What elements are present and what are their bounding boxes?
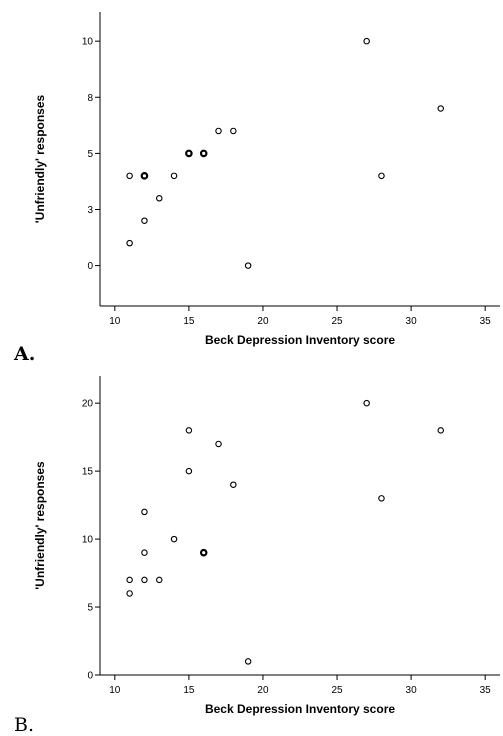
x-tick-label: 25	[331, 685, 343, 696]
data-point	[126, 172, 133, 180]
panel-label: B.	[14, 714, 34, 736]
x-tick-label: 15	[183, 685, 195, 696]
y-tick-label: 10	[82, 37, 94, 48]
data-point	[156, 576, 163, 584]
panel-b: 10 15 20 25 30 35 0 5 10 15 20 Beck Depression Inve…	[14, 376, 500, 736]
x-tick-label: 15	[183, 316, 195, 327]
data-point	[170, 172, 178, 180]
y-tick-label: 3	[87, 205, 93, 216]
data-point	[437, 105, 444, 112]
data-point	[141, 217, 148, 224]
data-point	[141, 549, 148, 556]
data-point	[199, 548, 208, 557]
data-point	[378, 495, 385, 502]
x-tick-label: 10	[109, 316, 121, 327]
y-tick-label: 0	[87, 261, 93, 272]
data-point	[185, 467, 193, 475]
x-axis-label: Beck Depression Inventory score	[205, 333, 395, 347]
data-point	[215, 440, 222, 448]
data-point	[363, 37, 370, 45]
data-point	[170, 535, 178, 543]
data-point	[126, 239, 133, 247]
data-point	[156, 195, 163, 202]
x-tick-label: 20	[257, 316, 269, 327]
x-tick-label: 10	[109, 685, 121, 696]
y-tick-label: 20	[82, 399, 94, 410]
data-point	[185, 149, 193, 158]
y-tick-label: 0	[87, 671, 93, 682]
y-tick-label: 5	[87, 603, 93, 614]
panel-label: A.	[13, 343, 35, 365]
data-point	[141, 576, 148, 584]
y-tick-label: 8	[87, 93, 93, 104]
data-point	[363, 399, 370, 407]
x-tick-label: 30	[406, 685, 418, 696]
y-tick-label: 15	[82, 467, 94, 478]
data-point	[185, 427, 193, 434]
data-point	[126, 590, 133, 597]
data-point	[199, 149, 208, 158]
data-point	[378, 172, 385, 180]
data-point	[244, 658, 252, 665]
data-point	[126, 576, 133, 584]
y-tick-label: 10	[82, 535, 94, 546]
y-tick-label: 5	[87, 149, 93, 160]
data-point	[437, 427, 444, 434]
data-point	[244, 262, 252, 269]
y-axis-label: 'Unfriendly' responses	[33, 461, 47, 590]
data-point	[140, 172, 149, 180]
x-tick-label: 25	[331, 316, 343, 327]
x-tick-label: 20	[257, 685, 269, 696]
data-point	[215, 127, 222, 135]
y-axis-label: 'Unfriendly' responses	[33, 94, 47, 223]
x-tick-label: 30	[406, 316, 418, 327]
x-axis-label: Beck Depression Inventory score	[205, 702, 395, 716]
x-tick-label: 35	[480, 685, 492, 696]
data-point	[141, 508, 148, 516]
data-point	[230, 127, 237, 135]
x-tick-label: 35	[480, 316, 492, 327]
data-point	[230, 481, 237, 488]
